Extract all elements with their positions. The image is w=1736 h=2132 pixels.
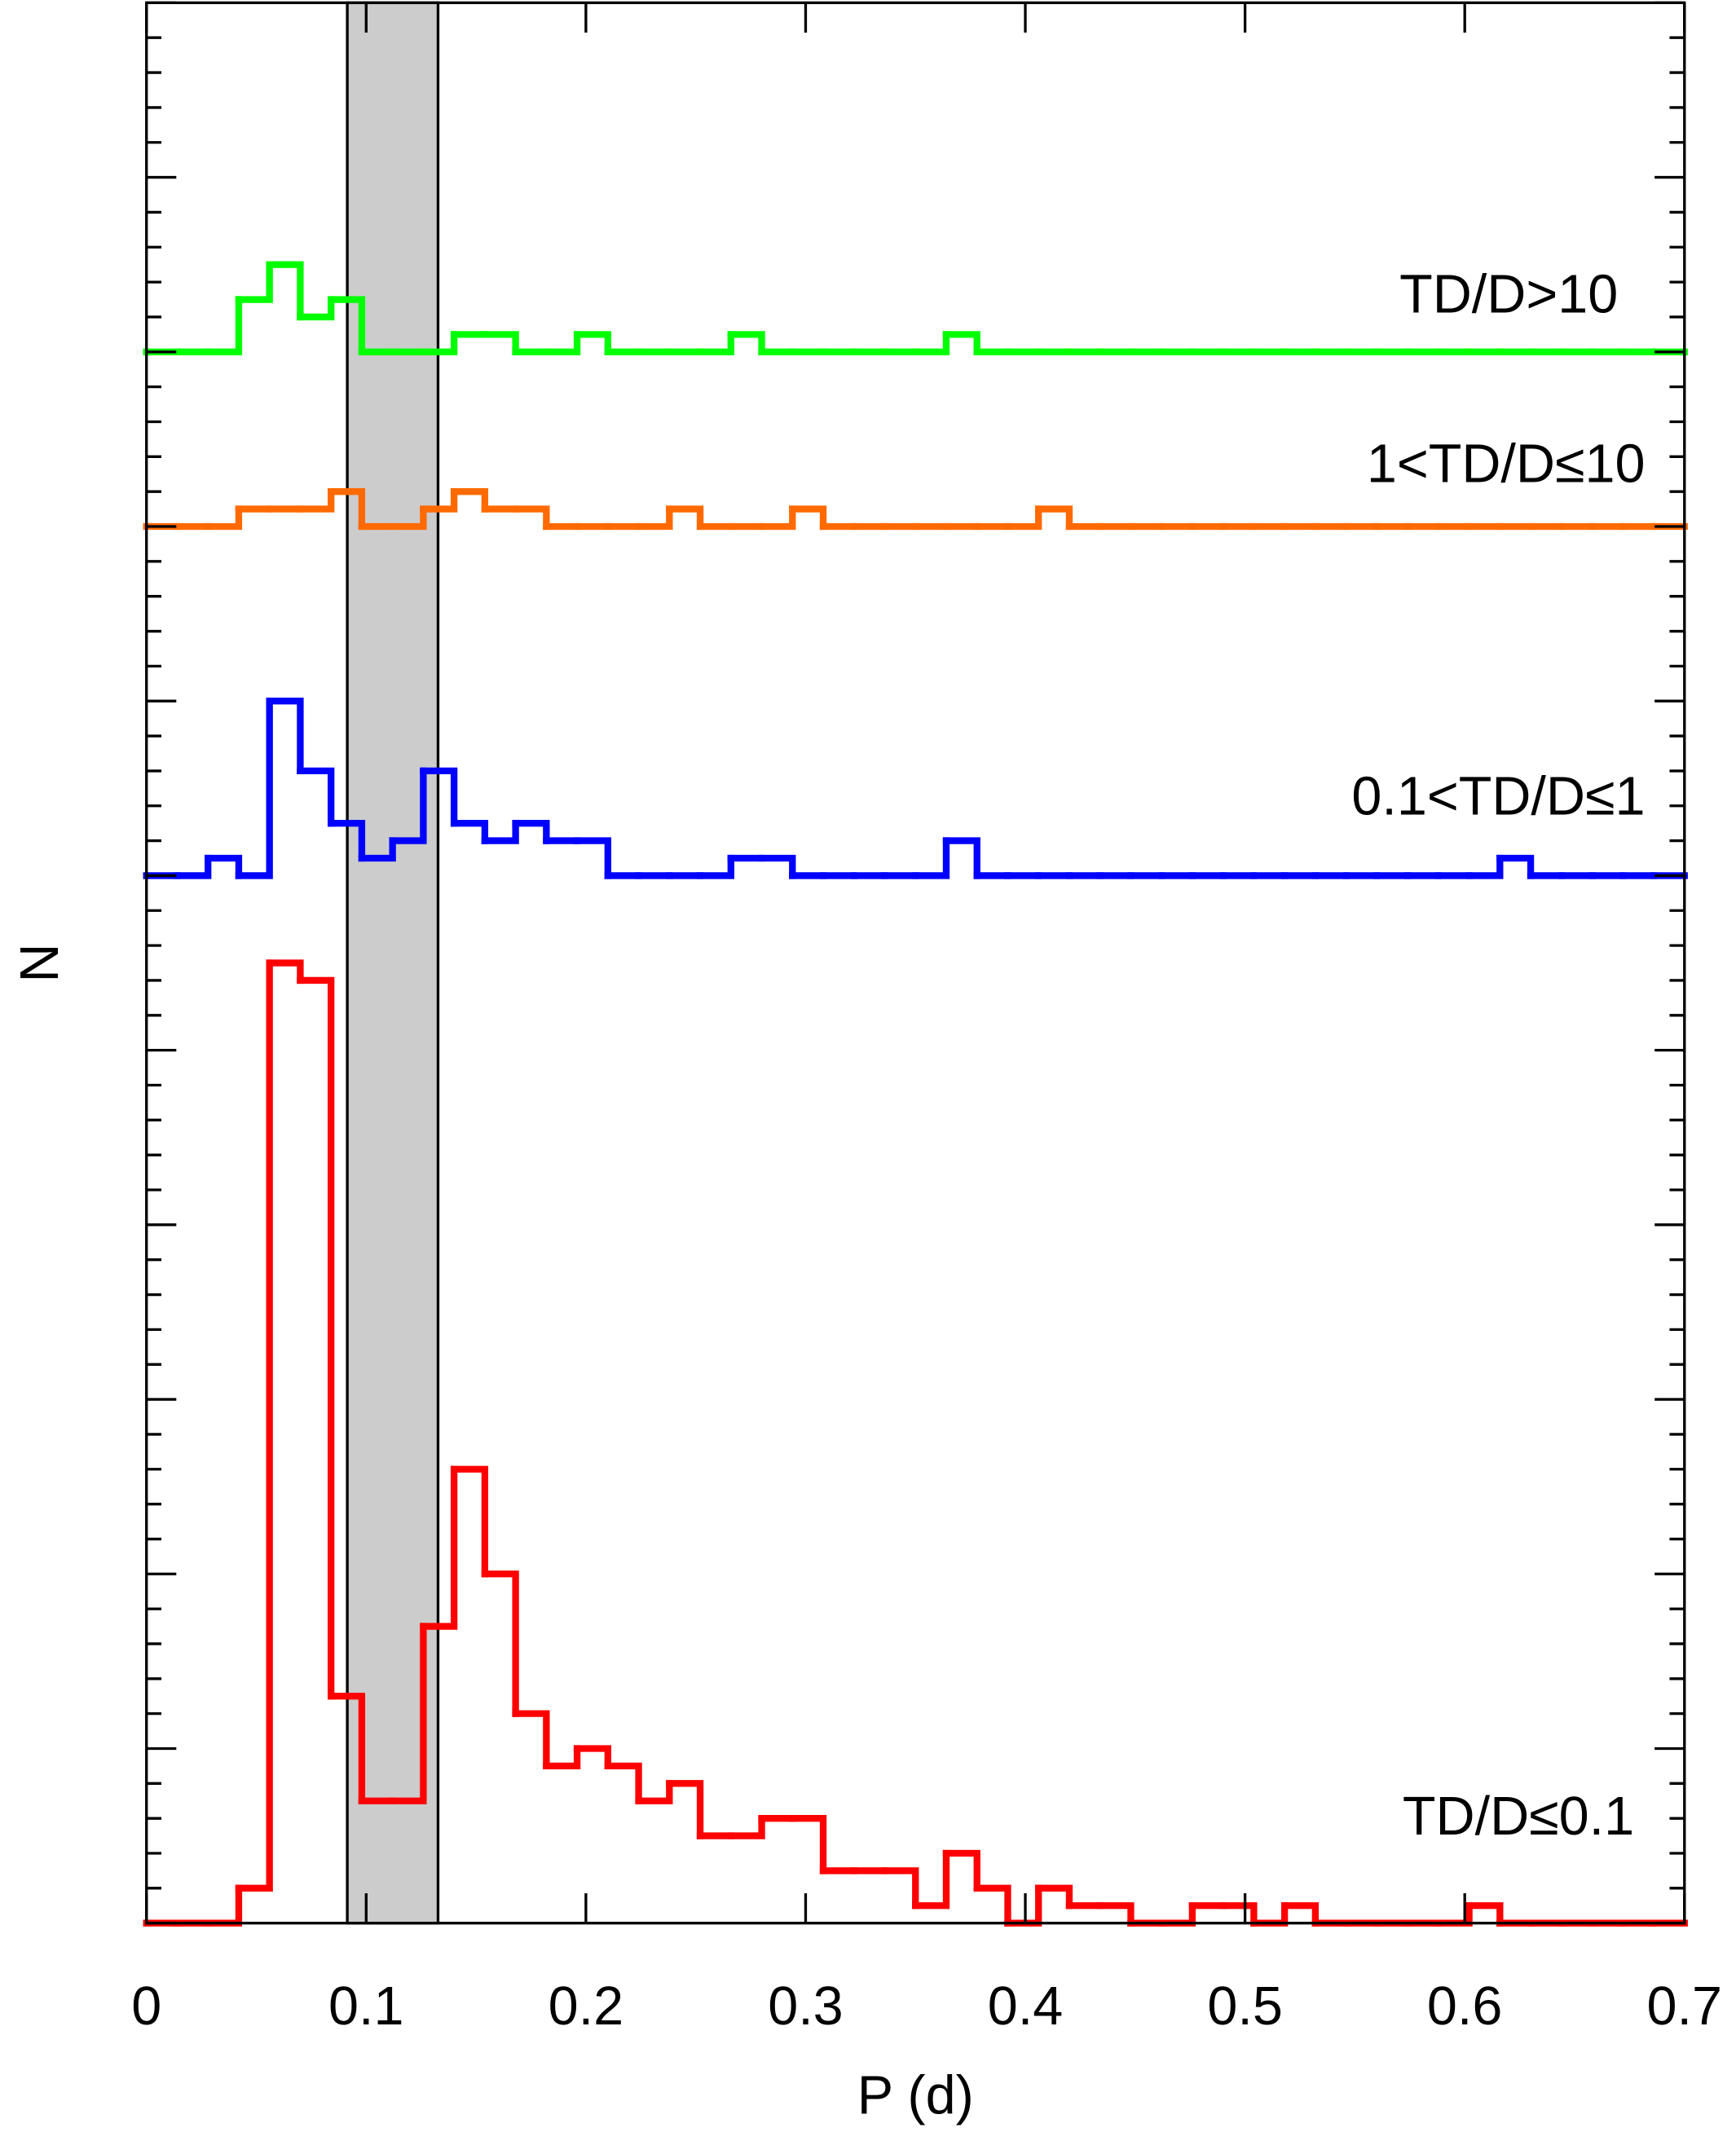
histogram-step <box>1465 1902 1504 1927</box>
histogram-step <box>235 698 273 879</box>
series-label: 0.1<TD/D≤1 <box>1351 766 1645 826</box>
histogram-step <box>635 1780 673 1804</box>
histogram-step <box>205 1884 243 1927</box>
histogram-step <box>1158 1902 1196 1927</box>
histogram-step <box>1004 1884 1042 1927</box>
histogram-step <box>266 959 304 985</box>
histogram-step <box>297 976 335 1700</box>
histogram-step <box>942 331 980 355</box>
histogram-step <box>973 1884 1011 1927</box>
histogram-step <box>481 820 519 844</box>
histogram-step <box>666 1780 704 1839</box>
x-axis-label: P (d) <box>857 2066 974 2126</box>
x-tick-label: 0.7 <box>1647 1976 1723 2037</box>
histogram-step <box>328 488 366 531</box>
histogram-step <box>235 261 273 303</box>
series-label: TD/D≤0.1 <box>1403 1786 1634 1847</box>
histogram-step <box>696 331 734 355</box>
histogram-step <box>635 505 673 531</box>
x-tick-label: 0.3 <box>768 1976 844 2037</box>
x-tick-label: 0.6 <box>1427 1976 1503 2037</box>
series-label: TD/D>10 <box>1399 265 1618 325</box>
histogram-step <box>358 837 396 862</box>
histogram-step <box>205 854 243 879</box>
histogram-step <box>758 505 796 531</box>
histogram-step <box>727 1814 765 1839</box>
histogram-step <box>543 331 581 355</box>
histogram-step <box>481 331 519 355</box>
histogram-step <box>912 331 950 355</box>
histogram-step <box>1280 1902 1320 1927</box>
histogram-step <box>789 1814 827 1874</box>
histogram-step <box>420 767 458 827</box>
histogram-step <box>389 505 427 531</box>
histogram-step <box>389 767 427 844</box>
histogram-step <box>512 1710 550 1770</box>
histogram-step <box>1250 1902 1289 1927</box>
histogram-step <box>573 331 611 355</box>
y-axis-label: N <box>10 944 70 983</box>
histogram-step <box>912 1849 950 1910</box>
series-label: 1<TD/D≤10 <box>1367 434 1646 495</box>
histogram-step <box>512 820 550 844</box>
histogram-step <box>1035 1884 1073 1910</box>
histogram-step <box>1096 1902 1135 1927</box>
histogram-step <box>450 1465 489 1578</box>
histogram-step <box>942 1849 980 1892</box>
histogram-step <box>205 505 243 531</box>
histogram-step <box>1004 505 1042 531</box>
histogram-step <box>912 837 950 879</box>
histogram-step <box>1219 1902 1258 1927</box>
x-tick-label: 0 <box>131 1976 161 2037</box>
histogram-step <box>328 1693 366 1804</box>
histogram-step <box>666 505 704 531</box>
histogram-step <box>727 331 765 355</box>
histogram-step <box>420 1465 458 1630</box>
histogram-step <box>789 505 827 531</box>
histogram-step <box>235 959 273 1892</box>
histogram-step <box>174 854 212 879</box>
histogram-step <box>573 1745 611 1770</box>
histogram-step <box>328 296 366 355</box>
histogram-step <box>450 820 489 844</box>
histogram-step <box>942 837 980 879</box>
histogram-step <box>758 854 796 879</box>
x-tick-label: 0.1 <box>328 1976 404 2037</box>
histogram-step <box>205 296 243 355</box>
histogram-step <box>481 1570 519 1717</box>
histogram-step <box>420 331 458 355</box>
histogram-step <box>328 820 366 862</box>
x-tick-label: 0.5 <box>1207 1976 1283 2037</box>
histogram-step <box>543 1745 581 1770</box>
histogram-step <box>696 854 734 879</box>
histogram-step <box>881 1867 919 1910</box>
x-tick-label: 0.4 <box>988 1976 1064 2037</box>
histogram-step <box>297 767 335 827</box>
histogram-step <box>1035 505 1073 531</box>
histogram-step <box>450 488 489 513</box>
histogram-step <box>1496 854 1535 879</box>
histogram-step <box>297 296 335 321</box>
histogram-step <box>297 488 335 513</box>
x-tick-label: 0.2 <box>549 1976 624 2037</box>
histogram-step <box>266 698 304 775</box>
histogram-step <box>512 505 550 531</box>
histogram-step <box>604 1762 642 1804</box>
histogram-step <box>420 488 458 513</box>
histogram-step <box>573 837 611 879</box>
histogram-step <box>1465 854 1504 879</box>
histogram-step <box>389 1623 427 1804</box>
plot-frame <box>145 1 1686 1925</box>
histogram-step <box>266 261 304 321</box>
